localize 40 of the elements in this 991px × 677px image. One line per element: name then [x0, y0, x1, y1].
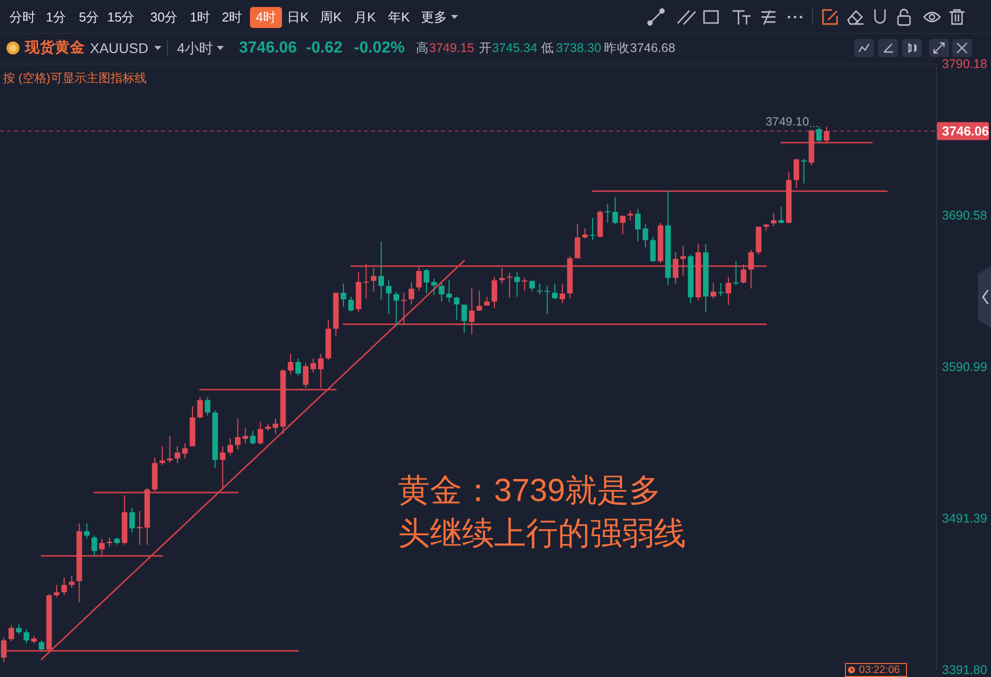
note: 1时	[190, 10, 210, 24]
countdown: 03:22:06	[845, 663, 907, 677]
note: 头继续上行的强弱线	[398, 515, 686, 551]
note: 月K	[354, 10, 376, 24]
note: 黄金：3739就是多	[398, 472, 662, 508]
note: 3749.10	[766, 114, 809, 128]
note: 高	[416, 41, 429, 55]
title: 现货黄金	[25, 40, 85, 56]
note: 更多	[421, 10, 447, 24]
note: 按 (空格)可显示主图指标线	[3, 71, 146, 85]
note: 3738.30	[556, 41, 602, 55]
note: 年K	[388, 10, 410, 24]
note: 低	[541, 41, 554, 55]
note: 3746.06	[239, 40, 297, 56]
note: 30分	[150, 10, 178, 24]
annotation: 03:22:06	[859, 664, 900, 676]
y-tick: 3690.58	[942, 208, 988, 222]
note: 昨收	[604, 41, 630, 55]
y-tick: 3391.80	[942, 663, 988, 677]
y-tick: 3491.39	[942, 512, 988, 526]
y-tick: 3790.18	[942, 57, 988, 71]
note: 3749.15	[429, 41, 474, 55]
note: 15分	[107, 10, 135, 24]
note: 5分	[78, 10, 100, 24]
note: 1分	[46, 10, 66, 24]
note: 分时	[10, 10, 36, 24]
note: 4小时	[177, 40, 213, 56]
note: 3745.34	[492, 41, 538, 55]
note: 日K	[287, 10, 309, 24]
note: 4时	[256, 10, 276, 24]
note: -0.02%	[354, 40, 405, 56]
subtitle: XAUUSD	[90, 40, 148, 56]
note: 2时	[222, 10, 242, 24]
note: -0.62	[306, 40, 342, 56]
ref-label: 3746.06	[937, 122, 989, 140]
note: 3746.68	[630, 41, 676, 55]
note: 周K	[320, 10, 342, 24]
ref-line-label: 3746.06	[942, 124, 989, 139]
note: 开	[479, 41, 492, 55]
y-tick: 3590.99	[942, 360, 988, 374]
